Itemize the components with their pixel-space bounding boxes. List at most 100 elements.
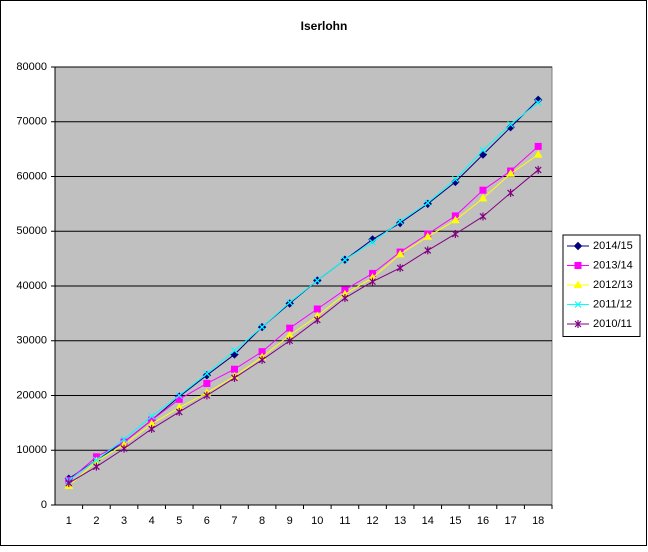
marker [423,199,432,209]
legend-entry: 2014/15 [567,240,633,252]
x-tick-label: 14 [422,515,434,527]
marker [534,142,542,150]
x-tick-label: 15 [449,515,461,527]
marker [423,232,433,240]
marker [424,246,432,255]
x-tick-label: 8 [259,515,265,527]
marker [285,299,294,308]
marker [478,193,488,202]
y-tick-label: 70000 [16,116,47,128]
marker [258,323,266,331]
marker [202,371,212,380]
marker [478,150,488,159]
x-tick-label: 4 [149,515,155,527]
marker [286,324,294,332]
marker [203,379,211,387]
y-tick-label: 10000 [16,444,47,456]
marker [479,186,487,194]
x-tick-label: 6 [204,515,210,527]
marker [506,169,515,177]
x-tick-label: 5 [176,515,182,527]
x-tick-label: 7 [231,515,237,527]
marker [573,241,583,251]
marker [450,215,460,224]
x-tick-label: 13 [394,515,406,527]
marker [534,165,542,174]
legend-entry: 2010/11 [567,318,632,330]
marker [231,373,238,382]
y-tick-label: 80000 [16,61,47,73]
marker [92,456,100,464]
legend-label: 2014/15 [593,240,633,252]
marker [230,365,238,373]
marker [424,199,432,207]
marker [175,392,183,399]
x-tick-label: 10 [311,515,323,527]
marker [507,188,515,197]
marker [120,444,128,453]
x-tick-label: 3 [121,515,127,527]
marker [92,462,100,471]
legend-label: 2010/11 [593,318,632,330]
x-tick-label: 1 [66,515,72,527]
marker [65,479,73,488]
y-tick-label: 20000 [16,389,47,401]
marker [313,277,321,284]
x-tick-label: 12 [366,515,378,527]
x-tick-label: 2 [93,515,99,527]
legend-label: 2013/14 [593,259,633,271]
marker [313,305,321,313]
marker [203,391,211,400]
legend-label: 2011/12 [593,298,632,310]
y-tick-label: 40000 [16,280,47,292]
marker [231,347,238,355]
y-tick-label: 60000 [16,170,47,182]
marker [175,407,183,416]
marker [507,121,515,128]
marker [286,336,294,345]
x-tick-label: 17 [504,515,516,527]
x-tick-label: 18 [532,515,544,527]
marker [534,99,542,107]
marker [148,412,156,420]
marker [396,263,404,272]
marker [203,370,211,378]
marker [451,175,459,183]
marker [574,262,582,269]
marker [258,355,266,364]
marker [479,212,487,221]
y-tick-label: 0 [41,499,47,511]
marker [396,217,404,225]
chart-title: Iserlohn [301,19,348,33]
marker [533,150,543,158]
legend-entry: 2011/12 [567,298,632,310]
series-line [68,102,539,481]
legend-entry: 2012/13 [567,279,633,291]
series-line [68,146,539,481]
marker [574,320,582,328]
marker [573,280,583,288]
y-tick-label: 50000 [16,225,47,237]
x-tick-label: 16 [477,515,489,527]
legend-label: 2012/13 [593,279,633,291]
marker [395,249,405,258]
marker [395,218,405,228]
marker [341,294,349,303]
marker [479,146,487,154]
marker [120,435,128,443]
marker [148,424,156,433]
x-tick-label: 9 [287,515,293,527]
x-tick-label: 11 [339,515,350,527]
marker [286,299,294,306]
marker [313,315,321,324]
series-line [68,169,539,484]
series-line [68,154,539,487]
y-tick-label: 30000 [16,335,47,347]
marker [369,277,376,286]
marker [369,238,376,246]
marker [451,229,459,238]
legend-entry: 2013/14 [567,259,633,271]
marker [341,256,349,264]
marker [574,301,582,308]
